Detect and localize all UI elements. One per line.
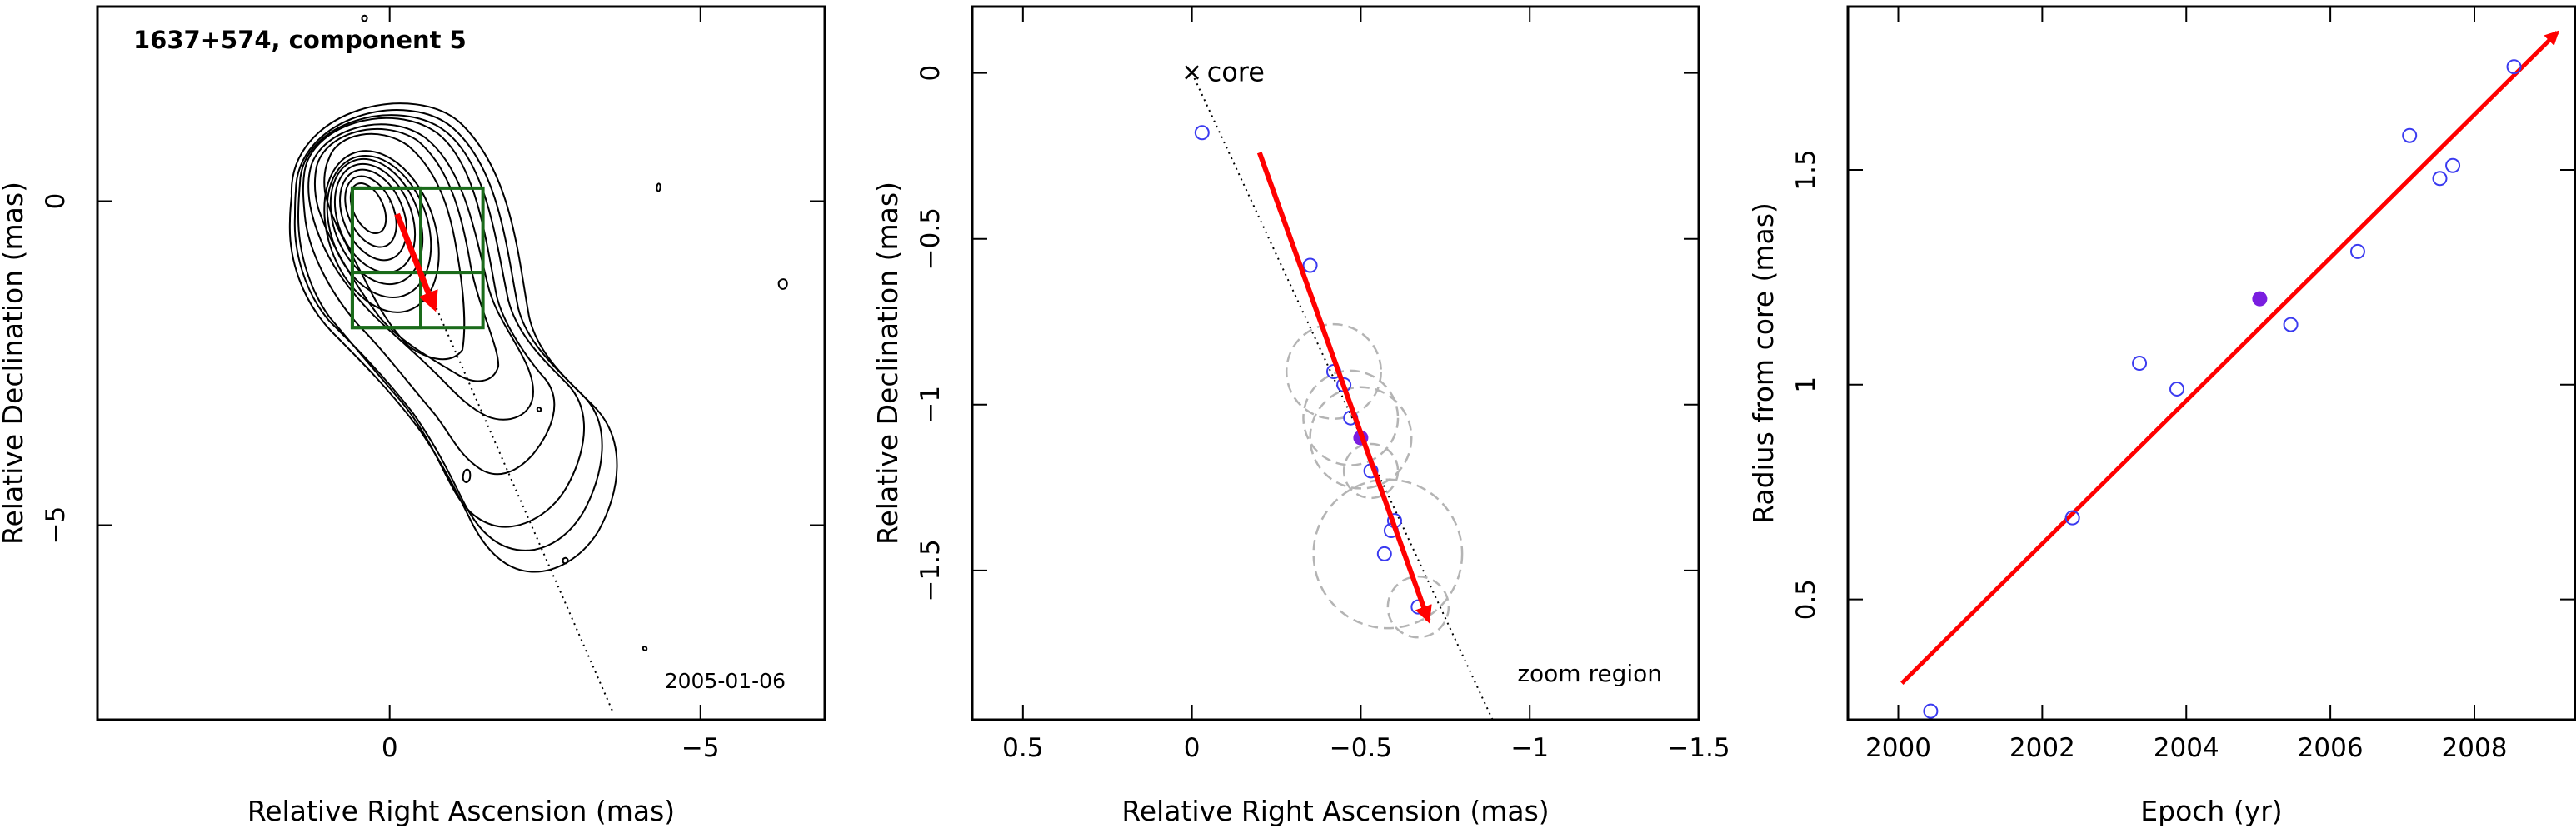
y-axis-label: Relative Declination (mas) (871, 182, 904, 545)
x-tick-label: 2002 (2009, 733, 2075, 763)
data-point (1302, 257, 1318, 273)
data-point (2169, 381, 2185, 397)
data-point (2283, 317, 2299, 332)
y-tick-label: −1 (916, 386, 946, 424)
data-point (2506, 59, 2522, 75)
contour-level (313, 127, 500, 382)
zoom-region-label: zoom region (1517, 660, 1662, 687)
position-points (1194, 125, 1426, 615)
error-circle (1312, 478, 1464, 630)
x-tick-label: 2004 (2154, 733, 2219, 763)
contour-blob (656, 182, 661, 192)
x-axis-label: Relative Right Ascension (mas) (247, 795, 675, 827)
x-tick-label: −0.5 (1330, 733, 1392, 763)
error-circle (1386, 575, 1450, 639)
motion-arrow (1256, 152, 1432, 624)
y-tick-label: −0.5 (916, 207, 946, 270)
radius-points (1923, 59, 2522, 719)
y-axis-label: Radius from core (mas) (1747, 202, 1780, 524)
data-point (1376, 546, 1392, 561)
error-circle (1309, 386, 1413, 490)
data-point (2349, 243, 2365, 259)
contour-blob (777, 278, 788, 290)
data-point (2432, 171, 2448, 187)
x-tick-label: 0 (382, 733, 398, 763)
contour-blob (536, 407, 542, 412)
highlight-point (2252, 291, 2268, 307)
contour-level (349, 182, 387, 234)
chart-title: 1637+574, component 5 (133, 26, 467, 54)
fit-arrow (1900, 30, 2559, 685)
x-tick-label: 2006 (2298, 733, 2364, 763)
contour-level (339, 168, 407, 262)
y-tick-label: −1.5 (916, 539, 946, 601)
contour-map-axes: 0 −5 0 −5 Relative Right Ascension (mas) Rela… (0, 5, 826, 827)
zoom-box (350, 186, 422, 330)
contour-level (323, 132, 466, 361)
contour-level (333, 162, 417, 274)
contour-level (293, 109, 603, 551)
contour-map (288, 14, 788, 714)
data-point (1194, 125, 1210, 141)
contour-blob (462, 468, 472, 483)
contour-level (302, 117, 556, 476)
y-tick-label: 1.5 (1791, 149, 1821, 190)
data-point (1923, 703, 1939, 719)
zoom-panel: × core zoom region 0.5 0 −0.5 −1 −1.5 0 −0.5 −1… (871, 5, 1730, 827)
contour-blob (562, 556, 569, 565)
motion-arrow (394, 212, 438, 312)
ridge-line (1191, 72, 1494, 720)
plot-frame (1846, 5, 2576, 721)
y-tick-label: 0 (916, 65, 946, 82)
contour-blob (361, 14, 368, 22)
contour-level (288, 102, 618, 573)
y-tick-label: 0 (41, 193, 71, 210)
data-point (2445, 157, 2461, 173)
contour-level (297, 114, 585, 528)
y-tick-label: −5 (41, 506, 71, 545)
x-tick-label: 0 (1184, 733, 1201, 763)
x-tick-label: 0.5 (1002, 733, 1043, 763)
contour-level (329, 157, 424, 286)
data-point (2402, 127, 2418, 143)
x-tick-label: −1.5 (1667, 733, 1730, 763)
contour-level (344, 175, 397, 248)
contour-map-panel: 0 −5 0 −5 Relative Right Ascension (mas) Rela… (0, 5, 826, 827)
x-tick-label: −5 (681, 733, 720, 763)
data-point (2132, 356, 2148, 371)
y-tick-label: 1 (1791, 377, 1821, 393)
error-circle (1302, 369, 1400, 466)
zoom-panel-axes: 0.5 0 −0.5 −1 −1.5 0 −0.5 −1 −1.5 Relative Right … (871, 5, 1730, 827)
contour-blob (642, 646, 648, 651)
radius-epoch-panel: 2000 2002 2004 2006 2008 0.5 1 1.5 Epoch (yr) Rad… (1747, 5, 2576, 827)
x-tick-label: 2000 (1865, 733, 1931, 763)
error-circle (1342, 442, 1400, 500)
contour-level (323, 150, 440, 313)
plot-frame (971, 5, 1700, 721)
x-axis-label: Epoch (yr) (2140, 795, 2282, 827)
error-circle (1285, 322, 1383, 420)
data-point (2064, 510, 2080, 526)
y-tick-label: 0.5 (1791, 579, 1821, 620)
plot-frame (96, 5, 826, 721)
core-label: core (1207, 57, 1265, 88)
core-marker: × (1181, 58, 1202, 87)
contour-level (307, 123, 535, 421)
error-circles (1285, 322, 1464, 639)
y-axis-label: Relative Declination (mas) (0, 182, 29, 545)
x-tick-label: −1 (1510, 733, 1549, 763)
x-axis-label: Relative Right Ascension (mas) (1121, 795, 1549, 827)
date-label: 2005-01-06 (665, 669, 786, 693)
x-tick-label: 2008 (2442, 733, 2508, 763)
radius-epoch-axes: 2000 2002 2004 2006 2008 0.5 1 1.5 Epoch (yr) Rad… (1747, 5, 2576, 827)
